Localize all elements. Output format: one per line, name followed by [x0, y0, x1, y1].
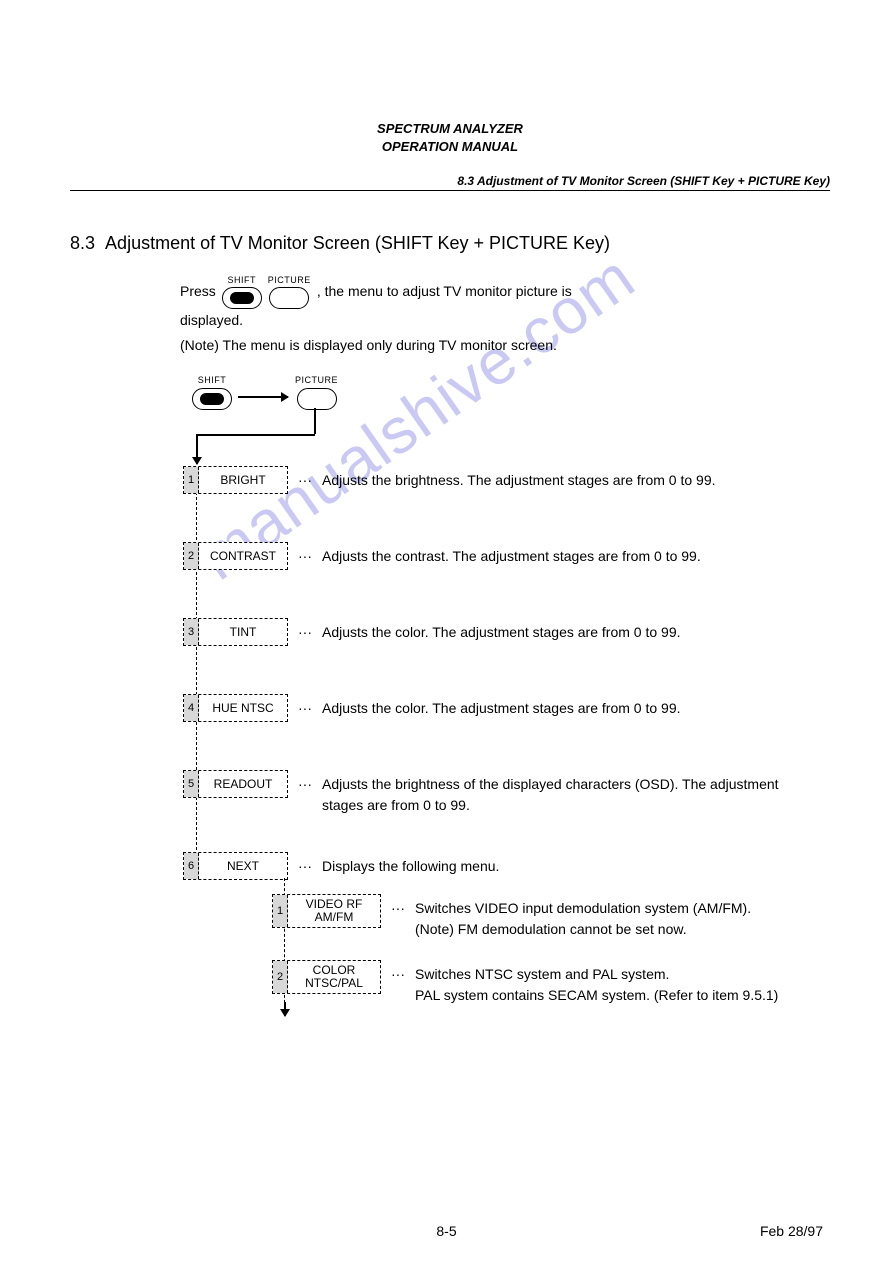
picture-key-label: PICTURE [268, 274, 311, 288]
section-body: Press SHIFT PICTURE , the menu to adjust… [180, 276, 830, 1024]
picture-key-icon [269, 287, 309, 309]
dots-icon: ··· [298, 694, 312, 719]
submenu-num-1: 1 [273, 895, 288, 927]
dots-icon: ··· [391, 960, 405, 985]
menu-label-bright: BRIGHT [199, 474, 287, 487]
diagram-shift-icon [192, 388, 232, 410]
dots-icon: ··· [391, 894, 405, 919]
dots-icon: ··· [298, 770, 312, 795]
diagram-picture-icon [297, 388, 337, 410]
menu-item-contrast: 2CONTRAST ··· Adjusts the contrast. The … [183, 542, 701, 570]
document-header: SPECTRUM ANALYZER OPERATION MANUAL [70, 120, 830, 156]
diagram-picture-key: PICTURE [295, 374, 338, 410]
arrow-shift-to-picture [238, 396, 288, 398]
press-word: Press [180, 281, 216, 302]
running-section-ref: 8.3 Adjustment of TV Monitor Screen (SHI… [70, 174, 830, 191]
submenu-label-color: COLOR NTSC/PAL [288, 964, 380, 990]
header-line-1: SPECTRUM ANALYZER [70, 120, 830, 138]
page-number: 8-5 [436, 1223, 456, 1239]
menu-label-contrast: CONTRAST [199, 550, 287, 563]
header-line-2: OPERATION MANUAL [70, 138, 830, 156]
line-v2 [196, 434, 198, 464]
press-tail: , the menu to adjust TV monitor picture … [317, 281, 572, 302]
menu-num-6: 6 [184, 853, 199, 879]
dots-icon: ··· [298, 618, 312, 643]
press-instruction-line: Press SHIFT PICTURE , the menu to adjust… [180, 276, 830, 306]
menu-diagram: SHIFT PICTURE 1BRIGHT ··· Adjusts the br… [180, 374, 830, 1024]
menu-num-5: 5 [184, 771, 199, 797]
shift-key-label: SHIFT [228, 274, 257, 288]
menu-desc-bright: Adjusts the brightness. The adjustment s… [322, 466, 716, 491]
submenu-item-video-rf: 1VIDEO RF AM/FM ··· Switches VIDEO input… [272, 894, 751, 940]
intro-note: (Note) The menu is displayed only during… [180, 335, 830, 356]
diagram-picture-label: PICTURE [295, 374, 338, 388]
menu-item-tint: 3TINT ··· Adjusts the color. The adjustm… [183, 618, 681, 646]
menu-num-3: 3 [184, 619, 199, 645]
menu-label-tint: TINT [199, 626, 287, 639]
menu-num-2: 2 [184, 543, 199, 569]
menu-label-readout: READOUT [199, 778, 287, 791]
section-title: 8.3 Adjustment of TV Monitor Screen (SHI… [70, 233, 830, 254]
picture-key-inline: PICTURE [268, 274, 311, 310]
menu-item-next: 6NEXT ··· Displays the following menu. [183, 852, 499, 880]
line-v1 [314, 408, 316, 434]
shift-key-icon [222, 287, 262, 309]
dots-icon: ··· [298, 852, 312, 877]
diagram-shift-key: SHIFT [192, 374, 232, 410]
submenu-label-video-rf: VIDEO RF AM/FM [288, 898, 380, 924]
page-date: Feb 28/97 [760, 1223, 823, 1239]
menu-desc-next: Displays the following menu. [322, 852, 499, 877]
submenu-item-color: 2COLOR NTSC/PAL ··· Switches NTSC system… [272, 960, 778, 1006]
menu-item-bright: 1BRIGHT ··· Adjusts the brightness. The … [183, 466, 716, 494]
submenu-desc-color: Switches NTSC system and PAL system. PAL… [415, 960, 778, 1006]
section-number: 8.3 [70, 233, 95, 253]
shift-key-inline: SHIFT [222, 274, 262, 310]
submenu-num-2: 2 [273, 961, 288, 993]
menu-item-hue: 4HUE NTSC ··· Adjusts the color. The adj… [183, 694, 681, 722]
menu-desc-readout: Adjusts the brightness of the displayed … [322, 770, 802, 816]
page-content: SPECTRUM ANALYZER OPERATION MANUAL 8.3 A… [70, 120, 830, 1024]
dots-icon: ··· [298, 466, 312, 491]
menu-label-next: NEXT [199, 860, 287, 873]
menu-desc-contrast: Adjusts the contrast. The adjustment sta… [322, 542, 701, 567]
diagram-shift-label: SHIFT [198, 374, 227, 388]
line-h1 [196, 434, 315, 436]
section-title-text: Adjustment of TV Monitor Screen (SHIFT K… [105, 233, 610, 253]
menu-num-1: 1 [184, 467, 199, 493]
submenu-desc-video-rf: Switches VIDEO input demodulation system… [415, 894, 751, 940]
menu-desc-hue: Adjusts the color. The adjustment stages… [322, 694, 681, 719]
menu-num-4: 4 [184, 695, 199, 721]
dots-icon: ··· [298, 542, 312, 567]
menu-label-hue: HUE NTSC [199, 702, 287, 715]
menu-desc-tint: Adjusts the color. The adjustment stages… [322, 618, 681, 643]
menu-item-readout: 5READOUT ··· Adjusts the brightness of t… [183, 770, 802, 816]
intro-line-2: displayed. [180, 310, 830, 331]
